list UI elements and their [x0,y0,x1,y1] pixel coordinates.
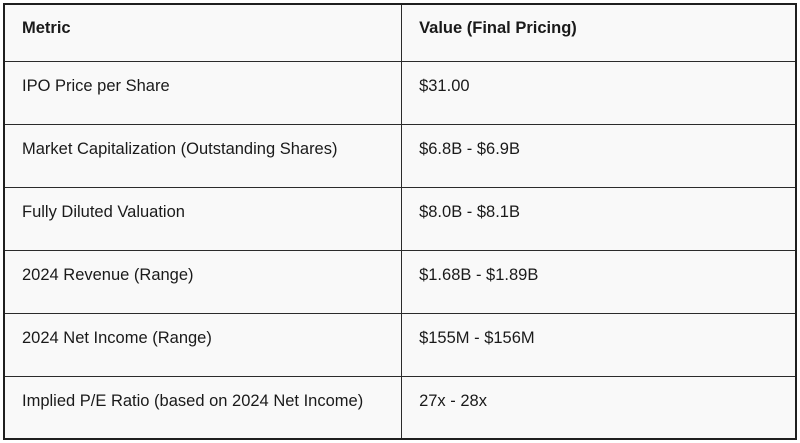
column-header-metric: Metric [3,3,403,62]
value-cell: $6.8B - $6.9B [401,123,797,188]
metric-cell: 2024 Net Income (Range) [3,312,403,377]
metric-cell: 2024 Revenue (Range) [3,249,403,314]
ipo-pricing-table: Metric Value (Final Pricing) IPO Price p… [3,3,797,440]
value-cell: 27x - 28x [401,375,797,440]
value-cell: $31.00 [401,60,797,125]
table-header: Metric Value (Final Pricing) [3,3,797,62]
table-row: IPO Price per Share $31.00 [3,60,797,125]
metric-cell: Fully Diluted Valuation [3,186,403,251]
metric-cell: IPO Price per Share [3,60,403,125]
table-body: IPO Price per Share $31.00 Market Capita… [3,60,797,440]
table-row: 2024 Net Income (Range) $155M - $156M [3,312,797,377]
column-header-value: Value (Final Pricing) [401,3,797,62]
table-row: Implied P/E Ratio (based on 2024 Net Inc… [3,375,797,440]
value-cell: $155M - $156M [401,312,797,377]
value-cell: $1.68B - $1.89B [401,249,797,314]
table-row: 2024 Revenue (Range) $1.68B - $1.89B [3,249,797,314]
metric-cell: Market Capitalization (Outstanding Share… [3,123,403,188]
value-cell: $8.0B - $8.1B [401,186,797,251]
ipo-pricing-table-container: Metric Value (Final Pricing) IPO Price p… [3,3,797,440]
header-row: Metric Value (Final Pricing) [3,3,797,62]
metric-cell: Implied P/E Ratio (based on 2024 Net Inc… [3,375,403,440]
table-row: Fully Diluted Valuation $8.0B - $8.1B [3,186,797,251]
table-row: Market Capitalization (Outstanding Share… [3,123,797,188]
